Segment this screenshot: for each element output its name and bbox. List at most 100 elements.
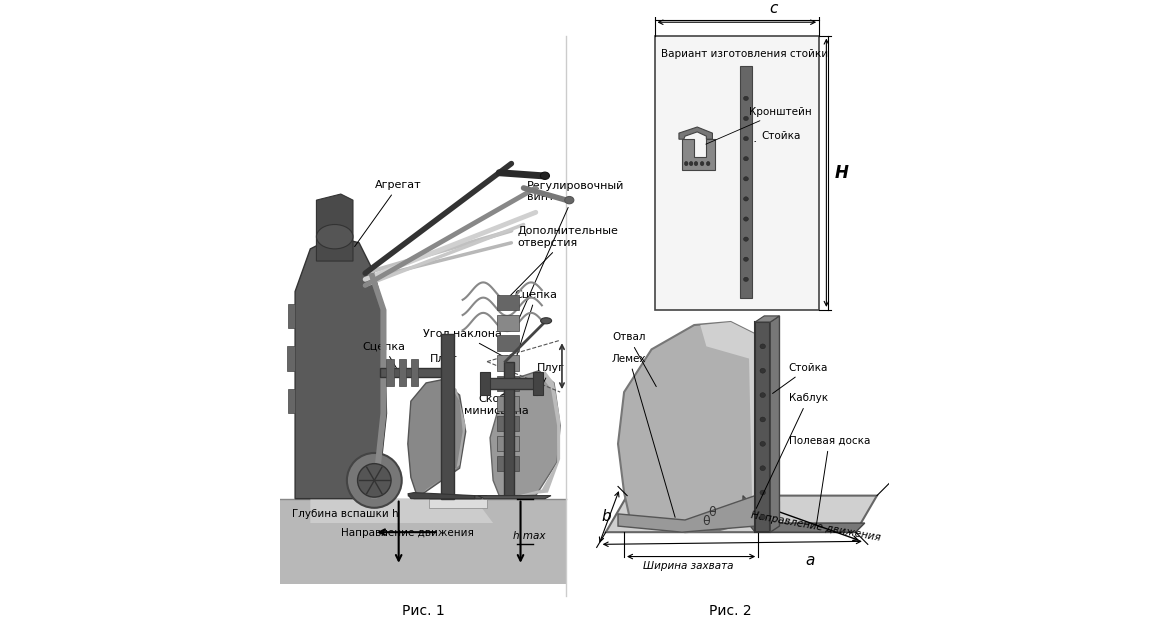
Polygon shape xyxy=(497,295,519,310)
Text: H: H xyxy=(835,164,849,181)
Polygon shape xyxy=(442,334,454,499)
Text: Направление движения: Направление движения xyxy=(750,510,881,543)
Text: Плуг: Плуг xyxy=(430,354,458,398)
Ellipse shape xyxy=(540,172,549,180)
Text: Вариант изготовления стойки: Вариант изготовления стойки xyxy=(660,49,828,59)
Polygon shape xyxy=(487,378,535,389)
Text: Направление движения: Направление движения xyxy=(341,528,475,538)
Ellipse shape xyxy=(760,392,766,398)
Ellipse shape xyxy=(743,136,748,141)
Polygon shape xyxy=(380,367,448,377)
Polygon shape xyxy=(399,359,406,386)
Text: Глубина вспашки h: Глубина вспашки h xyxy=(292,509,399,519)
Polygon shape xyxy=(755,523,865,532)
Polygon shape xyxy=(497,416,519,431)
Text: θ: θ xyxy=(703,516,710,528)
Polygon shape xyxy=(478,495,551,499)
Polygon shape xyxy=(755,316,780,322)
Polygon shape xyxy=(770,316,780,532)
Ellipse shape xyxy=(347,453,402,508)
Ellipse shape xyxy=(743,176,748,181)
Text: θ: θ xyxy=(708,506,717,519)
Text: Каблук: Каблук xyxy=(756,393,828,508)
Text: Кронштейн: Кронштейн xyxy=(706,107,811,144)
Text: Угол наклона: Угол наклона xyxy=(423,329,518,364)
Text: Лемех: Лемех xyxy=(611,354,676,517)
Ellipse shape xyxy=(743,277,748,281)
Polygon shape xyxy=(279,499,566,584)
Polygon shape xyxy=(518,371,560,495)
Text: b: b xyxy=(601,509,610,524)
Polygon shape xyxy=(317,194,353,261)
Text: a: a xyxy=(805,553,815,568)
Polygon shape xyxy=(288,304,295,328)
Ellipse shape xyxy=(760,466,766,470)
Ellipse shape xyxy=(694,161,698,166)
Ellipse shape xyxy=(743,96,748,100)
Ellipse shape xyxy=(760,490,766,495)
Ellipse shape xyxy=(760,441,766,447)
Polygon shape xyxy=(410,359,419,386)
Polygon shape xyxy=(566,18,890,627)
Text: Скоба
минисцепа: Скоба минисцепа xyxy=(464,388,528,415)
Text: Полевая доска: Полевая доска xyxy=(789,436,870,524)
Ellipse shape xyxy=(743,217,748,221)
Polygon shape xyxy=(497,396,519,411)
Text: Сцепка: Сцепка xyxy=(510,290,558,381)
Ellipse shape xyxy=(700,161,704,166)
Polygon shape xyxy=(429,499,487,508)
Polygon shape xyxy=(490,371,560,495)
Polygon shape xyxy=(679,127,712,139)
Polygon shape xyxy=(286,347,295,371)
Ellipse shape xyxy=(760,368,766,373)
Ellipse shape xyxy=(760,344,766,349)
Ellipse shape xyxy=(684,161,689,166)
Polygon shape xyxy=(279,18,566,499)
Polygon shape xyxy=(497,376,519,391)
Text: Стойка: Стойка xyxy=(773,363,828,394)
Ellipse shape xyxy=(743,257,748,261)
Text: Ширина захвата: Ширина захвата xyxy=(643,561,733,571)
Text: h max: h max xyxy=(513,531,546,541)
Ellipse shape xyxy=(540,318,552,324)
Text: Рис. 1: Рис. 1 xyxy=(402,604,444,619)
Ellipse shape xyxy=(690,161,693,166)
Polygon shape xyxy=(497,456,519,471)
Polygon shape xyxy=(618,322,755,532)
Polygon shape xyxy=(497,315,519,330)
Polygon shape xyxy=(408,380,465,495)
Text: Сцепка: Сцепка xyxy=(362,342,404,374)
Polygon shape xyxy=(479,372,490,395)
Polygon shape xyxy=(423,383,465,492)
Polygon shape xyxy=(682,139,715,170)
Polygon shape xyxy=(288,389,295,413)
Polygon shape xyxy=(655,36,819,310)
Text: Дополнительные
отверстия: Дополнительные отверстия xyxy=(511,226,618,296)
Polygon shape xyxy=(497,436,519,451)
Text: Агрегат: Агрегат xyxy=(354,180,422,247)
Polygon shape xyxy=(497,335,519,350)
Text: Регулировочный
винт: Регулировочный винт xyxy=(519,180,624,320)
Polygon shape xyxy=(408,492,475,499)
Ellipse shape xyxy=(358,463,392,497)
Ellipse shape xyxy=(565,197,574,204)
Polygon shape xyxy=(743,495,780,532)
Ellipse shape xyxy=(743,156,748,161)
Ellipse shape xyxy=(743,116,748,121)
Ellipse shape xyxy=(760,417,766,422)
Text: Рис. 2: Рис. 2 xyxy=(710,604,752,619)
Text: Плуг: Плуг xyxy=(537,363,565,396)
Polygon shape xyxy=(408,495,487,499)
Ellipse shape xyxy=(743,197,748,201)
Ellipse shape xyxy=(743,237,748,241)
Ellipse shape xyxy=(317,224,353,249)
Polygon shape xyxy=(606,495,877,532)
Ellipse shape xyxy=(760,514,766,519)
Text: Отвал: Отвал xyxy=(611,332,656,387)
Polygon shape xyxy=(368,273,387,499)
Polygon shape xyxy=(295,237,387,499)
Polygon shape xyxy=(497,355,519,371)
Polygon shape xyxy=(740,66,752,298)
Polygon shape xyxy=(310,499,493,523)
Polygon shape xyxy=(533,372,544,395)
